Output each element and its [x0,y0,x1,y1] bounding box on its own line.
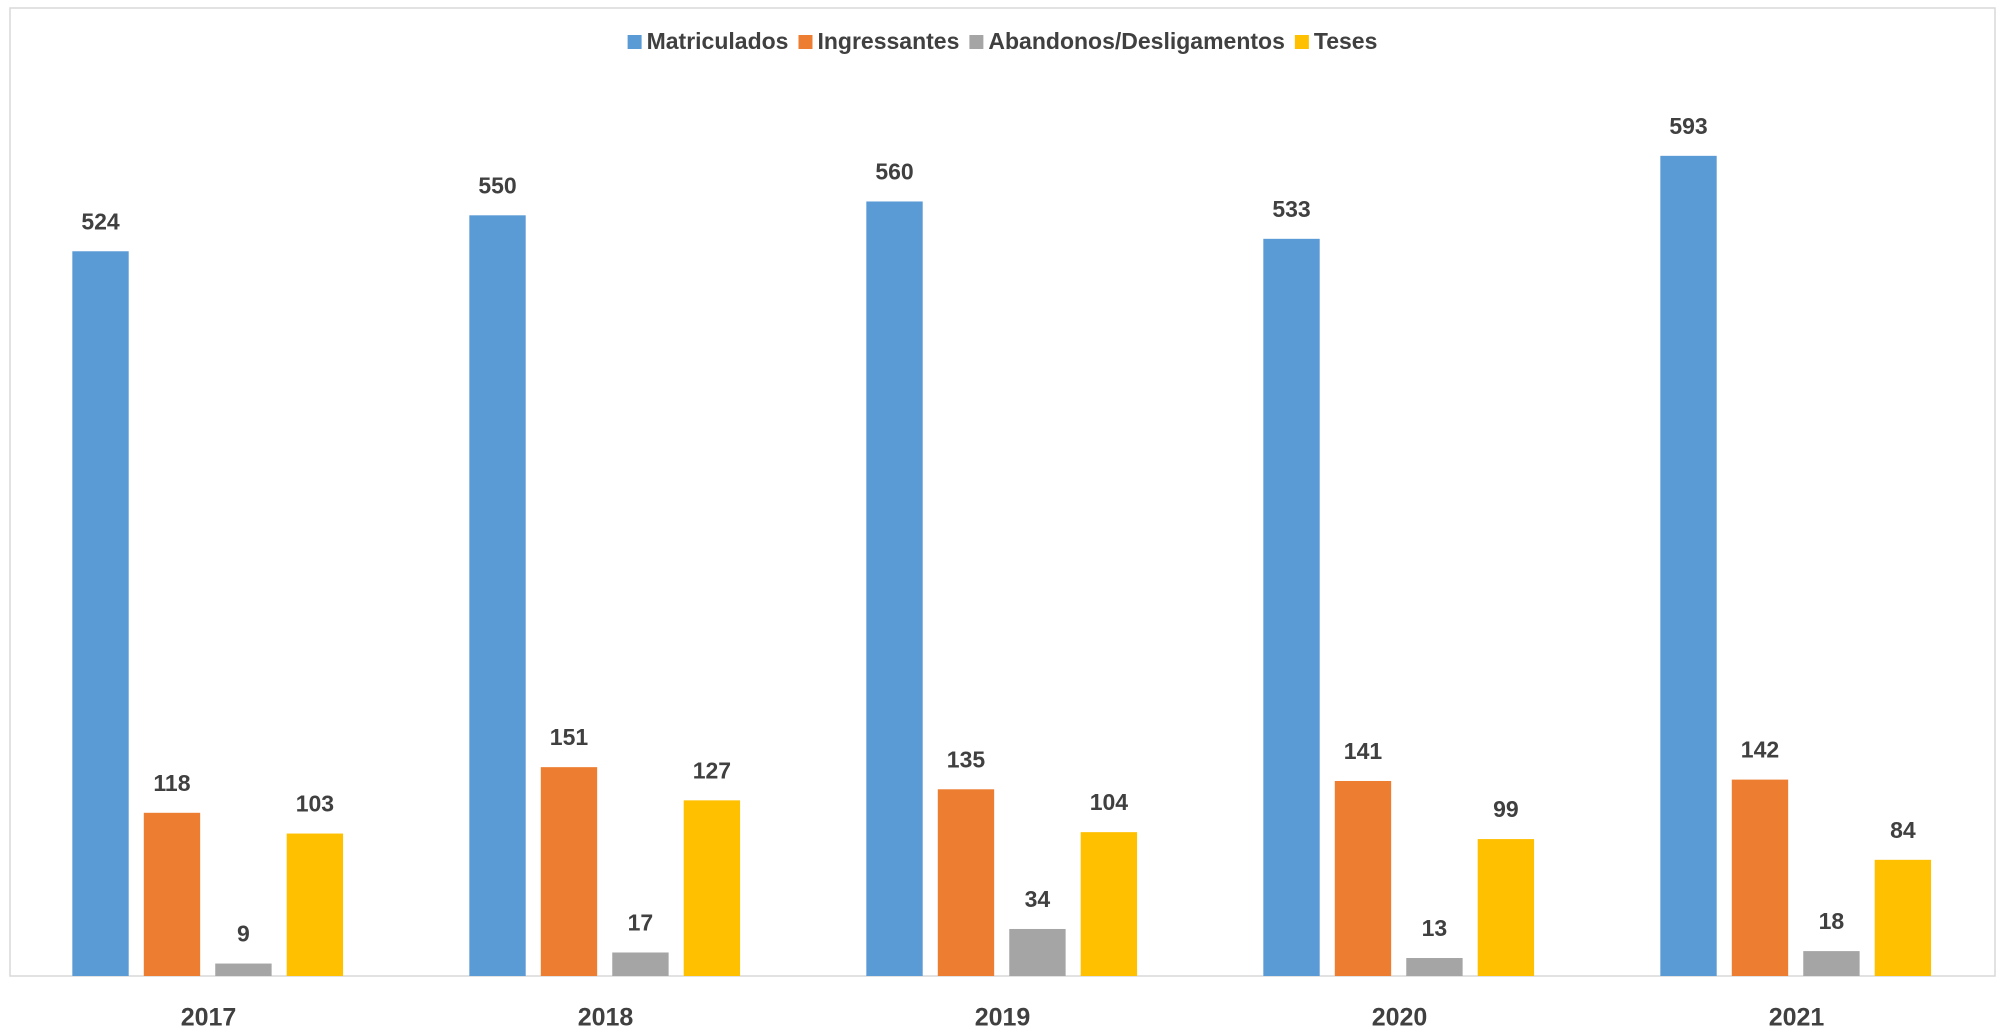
bar [1803,951,1860,976]
legend-label: Teses [1314,28,1378,54]
data-label: 550 [478,172,516,198]
bar [683,800,741,976]
data-label: 84 [1890,817,1916,843]
x-tick-label: 2021 [1769,1004,1825,1032]
data-label: 135 [947,746,986,772]
data-label: 533 [1272,196,1310,222]
bar [866,201,923,976]
bar [1660,155,1717,976]
x-tick-label: 2019 [975,1004,1031,1032]
bar [286,833,344,976]
data-label: 13 [1422,915,1448,941]
x-tick-label: 2017 [181,1004,237,1032]
bar [143,812,201,976]
bar [1263,238,1320,976]
legend-swatch [969,35,984,49]
x-tick-label: 2018 [578,1004,634,1032]
bar [937,789,995,976]
data-label: 104 [1090,789,1129,815]
x-tick-label: 2020 [1372,1004,1428,1032]
data-label: 524 [81,208,120,234]
legend-label: Matriculados [647,28,789,54]
bar [72,251,129,976]
data-label: 151 [550,724,589,750]
data-label: 142 [1741,737,1779,763]
bar [215,963,272,976]
bar [1477,839,1535,976]
data-label: 34 [1025,886,1051,912]
data-label: 593 [1669,113,1707,139]
bar [469,215,526,977]
bar [1009,928,1066,976]
bar [1731,779,1789,976]
legend-swatch [1294,35,1309,49]
bar [1080,832,1138,976]
data-label: 127 [693,757,731,783]
data-label: 99 [1493,796,1519,822]
legend-swatch [798,35,813,49]
data-label: 9 [237,921,250,947]
legend-swatch [627,35,642,49]
bar [1874,859,1932,976]
data-label: 560 [875,159,913,185]
bar [1334,780,1392,976]
legend-label: Abandonos/Desligamentos [988,28,1284,54]
data-label: 18 [1819,908,1845,934]
bar [540,767,598,976]
data-label: 141 [1344,738,1383,764]
bar [1406,958,1463,976]
data-label: 103 [296,791,334,817]
legend-label: Ingressantes [817,28,959,54]
data-label: 118 [153,770,190,796]
data-label: 17 [628,910,654,936]
bar [612,952,669,976]
